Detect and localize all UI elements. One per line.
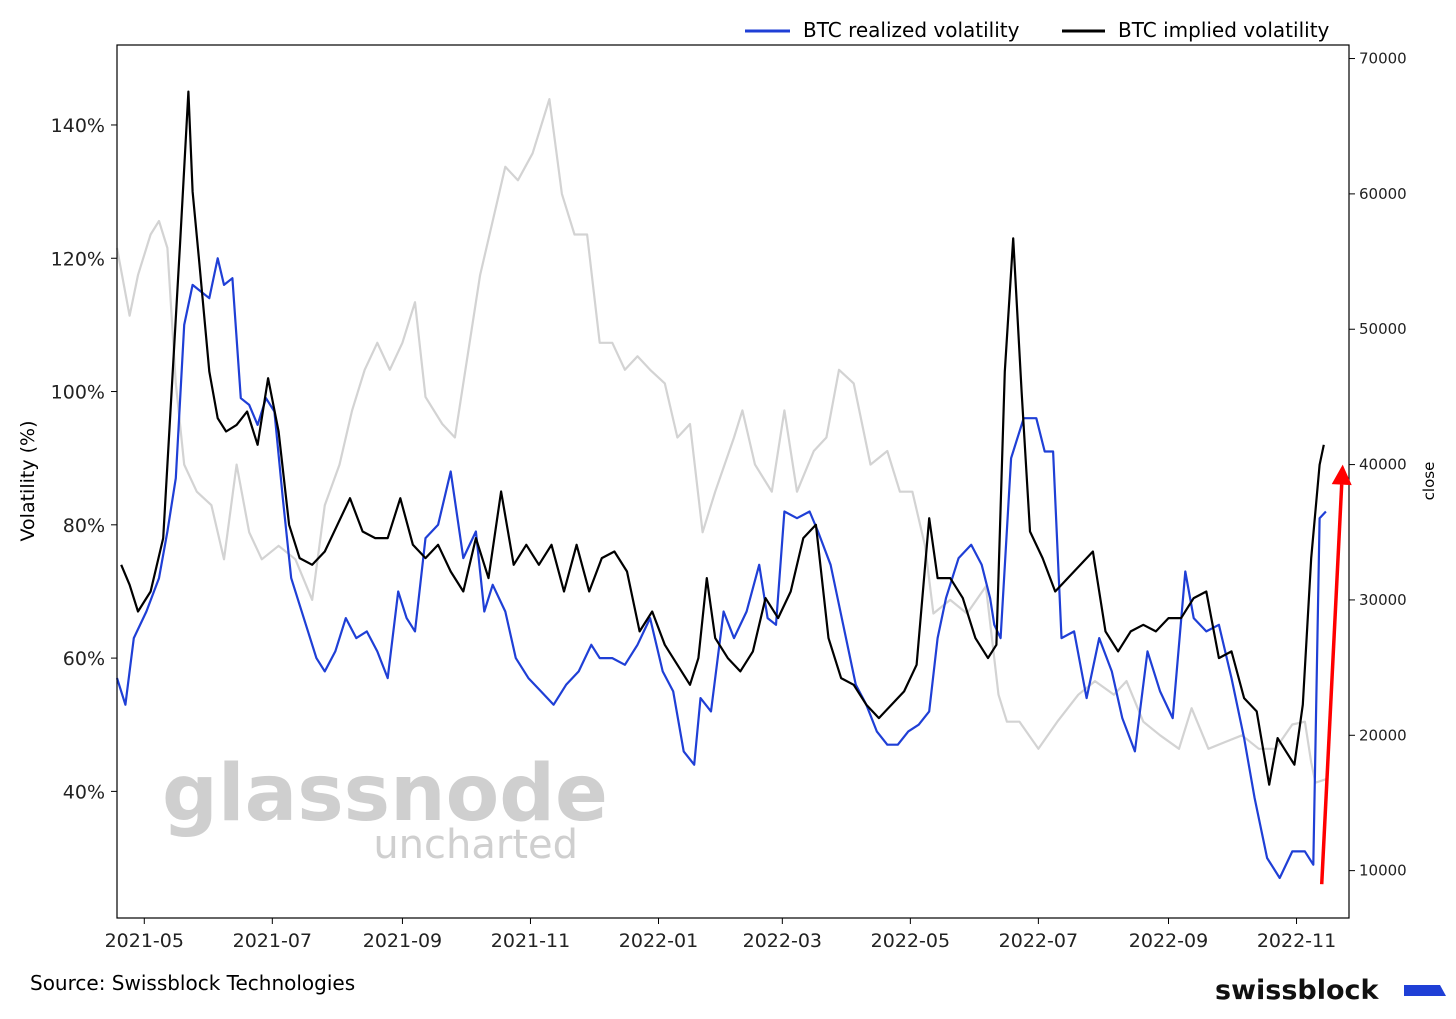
glassnode-watermark: glassnode uncharted (162, 749, 608, 868)
y-left-tick-label: 80% (63, 515, 105, 537)
y-left-axis: 40% 60% 80% 100% 120% 140% (51, 115, 117, 803)
y-right-tick-label: 40000 (1359, 456, 1407, 474)
series-layer (115, 90, 1329, 880)
x-tick-label: 2022-03 (743, 930, 822, 952)
x-tick-label: 2021-09 (363, 930, 442, 952)
legend-label-realized: BTC realized volatility (803, 18, 1020, 42)
y-right-tick-label: 50000 (1359, 320, 1407, 338)
series-line-btc-realized-volatility (115, 257, 1327, 880)
x-tick-label: 2021-07 (233, 930, 312, 952)
brand-mark-icon (1404, 985, 1446, 996)
watermark-main: glassnode (162, 749, 608, 839)
y-left-tick-label: 120% (51, 248, 105, 270)
y-right-axis-label: close (1420, 462, 1438, 501)
y-left-tick-label: 100% (51, 382, 105, 404)
brand-name: swissblock (1215, 975, 1380, 1006)
series-line-btc-implied-volatility (120, 90, 1325, 786)
x-tick-label: 2022-07 (999, 930, 1078, 952)
y-right-tick-label: 20000 (1359, 726, 1407, 744)
x-tick-label: 2021-05 (105, 930, 184, 952)
legend-label-implied: BTC implied volatility (1118, 18, 1330, 42)
legend: BTC realized volatility BTC implied vola… (745, 18, 1330, 42)
x-tick-label: 2021-11 (491, 930, 570, 952)
x-tick-label: 2022-11 (1257, 930, 1336, 952)
arrow-head-icon (1331, 464, 1352, 486)
y-right-axis: 10000 20000 30000 40000 50000 60000 70000 (1349, 50, 1407, 880)
x-tick-label: 2022-09 (1129, 930, 1208, 952)
source-note: Source: Swissblock Technologies (30, 971, 355, 995)
x-tick-label: 2022-01 (619, 930, 698, 952)
x-axis: 2021-05 2021-07 2021-09 2021-11 2022-01 2022-… (105, 918, 1336, 952)
y-left-tick-label: 40% (63, 781, 105, 803)
y-right-tick-label: 60000 (1359, 185, 1407, 203)
y-right-tick-label: 30000 (1359, 591, 1407, 609)
x-tick-label: 2022-05 (871, 930, 950, 952)
series-line-close (115, 98, 1329, 784)
y-left-tick-label: 140% (51, 115, 105, 137)
y-left-axis-label: Volatility (%) (17, 421, 39, 542)
y-right-tick-label: 70000 (1359, 50, 1407, 68)
annotation-layer (1319, 464, 1352, 885)
watermark-sub: uncharted (373, 822, 578, 868)
y-left-tick-label: 60% (63, 648, 105, 670)
arrow-shaft (1319, 484, 1344, 885)
swissblock-logo: swissblock (1215, 975, 1446, 1006)
y-right-tick-label: 10000 (1359, 862, 1407, 880)
